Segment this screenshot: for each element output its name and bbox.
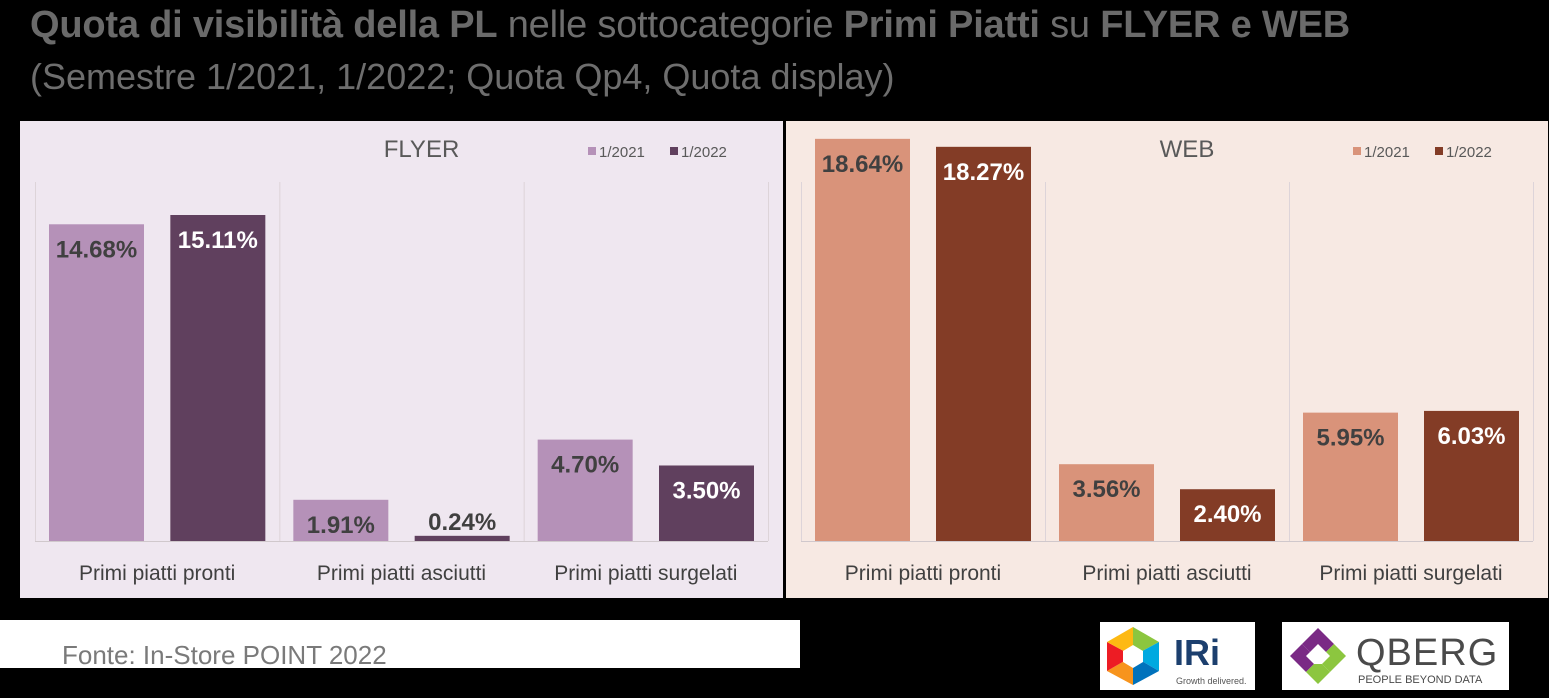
web-data-label-2-0: 5.95% [1316, 425, 1384, 452]
qberg-logo-tagline: PEOPLE BEYOND DATA [1358, 674, 1483, 686]
flyer-data-label-1-0: 1.91% [307, 512, 375, 539]
web-panel-title: WEB [1160, 136, 1215, 163]
iri-logo-mark [1107, 627, 1159, 685]
iri-logo-tagline: Growth delivered. [1176, 676, 1247, 686]
qberg-logo-mark [1290, 628, 1346, 684]
flyer-data-label-1-1: 0.24% [428, 509, 496, 536]
flyer-bar-0-1 [170, 215, 266, 541]
title-part-5: FLYER e WEB [1100, 4, 1350, 46]
web-bar-1-0 [1059, 464, 1154, 541]
flyer-panel-title: FLYER [384, 136, 460, 163]
flyer-legend-label-0: 1/2021 [599, 144, 645, 161]
iri-logo-word: IRi [1174, 632, 1221, 673]
bar-charts: FLYER 1/2021 1/2022 14.68% 15.11% Primi piatt… [20, 121, 1548, 598]
flyer-panel-background [20, 121, 783, 598]
web-bar-0-1 [936, 146, 1031, 541]
web-bar-2-1 [1424, 410, 1519, 541]
web-data-label-2-1: 6.03% [1437, 423, 1505, 450]
flyer-category-label-0: Primi piatti pronti [79, 562, 235, 585]
flyer-bar-2-1 [659, 465, 754, 541]
title-part-4: su [1039, 4, 1101, 46]
title-part-1: Quota di visibilità della PL [30, 4, 498, 46]
web-bar-1-1 [1180, 489, 1275, 541]
web-category-label-2: Primi piatti surgelati [1319, 562, 1502, 585]
source-box [0, 620, 800, 668]
source-text: Fonte: In-Store POINT 2022 [62, 640, 387, 670]
title-part-2: nelle sottocategorie [497, 4, 844, 46]
web-category-label-0: Primi piatti pronti [845, 562, 1001, 585]
flyer-category-label-2: Primi piatti surgelati [554, 562, 737, 585]
web-data-label-1-1: 2.40% [1193, 501, 1261, 528]
web-data-label-1-0: 3.56% [1072, 476, 1140, 503]
title-part-3: Primi Piatti [843, 4, 1040, 46]
qberg-logo: QBERG PEOPLE BEYOND DATA [1282, 622, 1509, 690]
flyer-bar-1-1 [414, 535, 510, 541]
web-legend-label-1: 1/2022 [1446, 144, 1492, 161]
web-legend-swatch-1 [1435, 147, 1443, 155]
web-category-label-1: Primi piatti asciutti [1082, 562, 1251, 585]
web-legend-swatch-0 [1353, 147, 1361, 155]
chart-subtitle: (Semestre 1/2021, 1/2022; Quota Qp4, Quo… [30, 56, 895, 97]
flyer-legend-label-1: 1/2022 [681, 144, 727, 161]
web-bar-2-0 [1303, 412, 1398, 541]
flyer-data-label-0-1: 15.11% [178, 227, 258, 254]
flyer-bar-0-0 [49, 224, 144, 542]
flyer-data-label-2-1: 3.50% [672, 477, 740, 504]
flyer-category-label-1: Primi piatti asciutti [317, 562, 486, 585]
flyer-legend-swatch-1 [670, 147, 678, 155]
iri-logo: IRi Growth delivered. [1100, 622, 1255, 690]
web-data-label-0-1: 18.27% [943, 159, 1024, 186]
web-legend-label-0: 1/2021 [1364, 144, 1410, 161]
web-bar-0-0 [815, 138, 910, 541]
flyer-bar-2-0 [537, 439, 633, 541]
flyer-legend-swatch-0 [588, 147, 596, 155]
chart-title: Quota di visibilità della PL nelle sotto… [30, 4, 1350, 47]
web-data-label-0-0: 18.64% [822, 151, 903, 178]
flyer-data-label-0-0: 14.68% [56, 236, 137, 263]
qberg-logo-word: QBERG [1356, 632, 1499, 674]
web-panel-background [786, 121, 1548, 598]
flyer-bar-1-0 [293, 499, 389, 541]
flyer-data-label-2-0: 4.70% [551, 452, 619, 479]
